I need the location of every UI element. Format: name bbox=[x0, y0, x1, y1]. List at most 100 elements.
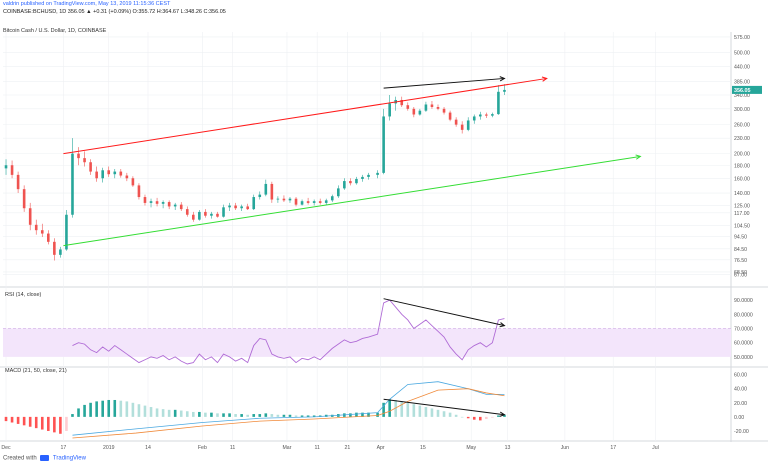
macd-histogram-bar bbox=[497, 415, 500, 417]
time-tick-label: 21 bbox=[344, 445, 350, 451]
price-tick-label: 117.00 bbox=[734, 211, 750, 217]
macd-histogram-bar bbox=[240, 414, 243, 417]
macd-histogram-bar bbox=[388, 399, 391, 417]
candle-body bbox=[143, 197, 147, 203]
macd-histogram-bar bbox=[173, 409, 177, 417]
macd-histogram-bar bbox=[143, 405, 147, 417]
macd-histogram-bar bbox=[179, 410, 183, 417]
tradingview-brand[interactable]: TradingView bbox=[52, 455, 86, 462]
candle-body bbox=[59, 249, 62, 255]
macd-histogram-bar bbox=[192, 411, 195, 417]
macd-histogram-bar bbox=[137, 404, 141, 417]
candle-body bbox=[258, 194, 262, 198]
price-tick-label: 200.00 bbox=[734, 152, 750, 158]
macd-tick-label: -20.00 bbox=[734, 429, 749, 435]
candle-body bbox=[53, 241, 56, 255]
rsi-pane[interactable] bbox=[3, 298, 731, 365]
candle-body bbox=[10, 165, 14, 175]
candle-body bbox=[324, 200, 328, 203]
time-tick-label: Jun bbox=[561, 445, 569, 451]
candle-body bbox=[125, 175, 129, 179]
candle-body bbox=[337, 188, 340, 197]
macd-histogram-bar bbox=[430, 408, 434, 417]
candle-body bbox=[318, 201, 322, 203]
candle-body bbox=[294, 198, 298, 205]
macd-histogram-bar bbox=[155, 408, 159, 417]
candle-body bbox=[264, 183, 268, 195]
candle-body bbox=[216, 213, 219, 217]
candle-body bbox=[131, 178, 135, 186]
time-tick-label: 17 bbox=[61, 445, 67, 451]
rsi-tick-label: 90.0000 bbox=[734, 298, 753, 304]
candle-body bbox=[71, 153, 74, 215]
price-tick-label: 300.00 bbox=[734, 107, 750, 113]
price-axis[interactable]: 575.00 500.00 440.00 385.00 340.00 300.00 260.… bbox=[732, 35, 762, 435]
rsi-line bbox=[72, 299, 505, 365]
rsi-tick-label: 60.0000 bbox=[734, 341, 753, 347]
macd-histogram-bar bbox=[216, 413, 219, 417]
time-tick-label: May bbox=[466, 445, 476, 451]
candle-body bbox=[300, 201, 304, 205]
macd-histogram-bar bbox=[222, 413, 225, 417]
macd-histogram-bar bbox=[312, 415, 316, 417]
price-pane[interactable] bbox=[4, 76, 642, 261]
candle-body bbox=[155, 201, 159, 204]
published-by-text: valdrin published on TradingView.com, Ma… bbox=[3, 1, 171, 7]
candle-body bbox=[28, 208, 32, 225]
macd-histogram-bar bbox=[40, 416, 44, 430]
macd-histogram-bar bbox=[276, 414, 280, 417]
macd-histogram-bar bbox=[460, 416, 464, 418]
macd-histogram-bar bbox=[71, 414, 74, 417]
price-tick-label: 67.00 bbox=[734, 272, 747, 278]
macd-histogram-bar bbox=[125, 401, 129, 417]
candle-body bbox=[4, 165, 8, 169]
candle-body bbox=[47, 233, 50, 242]
candle-body bbox=[101, 170, 104, 179]
rsi-divergence-arrow-head bbox=[499, 322, 506, 328]
time-tick-label: Jul bbox=[652, 445, 659, 451]
time-axis[interactable]: Dec 17 2019 14 Feb 11 Mar 11 21 Apr 15 May 13 Jun 17 Ju… bbox=[1, 445, 658, 451]
macd-histogram-bar bbox=[282, 414, 286, 417]
macd-histogram-bar bbox=[210, 412, 213, 417]
candle-body bbox=[503, 89, 506, 92]
symbol-name: Bitcoin Cash / U.S. Dollar, 1D, COINBASE bbox=[3, 28, 107, 34]
price-tick-label: 440.00 bbox=[734, 65, 750, 71]
red-trend-line bbox=[63, 77, 547, 155]
macd-histogram-bar bbox=[161, 409, 165, 417]
candle-body bbox=[448, 112, 452, 120]
candle-body bbox=[119, 171, 123, 176]
macd-histogram-bar bbox=[361, 412, 364, 417]
price-tick-label: 104.50 bbox=[734, 223, 750, 229]
macd-histogram-bar bbox=[228, 413, 231, 417]
time-tick-label: 14 bbox=[145, 445, 151, 451]
price-divergence-arrow-head bbox=[499, 76, 506, 82]
macd-histogram-bar bbox=[376, 412, 379, 417]
time-tick-label: 11 bbox=[314, 445, 319, 451]
candle-body bbox=[460, 124, 464, 130]
time-tick-label: 11 bbox=[230, 445, 235, 451]
rsi-tick-label: 70.0000 bbox=[734, 327, 753, 333]
macd-histogram-bar bbox=[252, 414, 256, 417]
candle-body bbox=[424, 104, 428, 111]
candle-body bbox=[270, 183, 274, 200]
candle-body bbox=[361, 176, 364, 179]
macd-histogram-bar bbox=[300, 415, 304, 417]
candle-body bbox=[376, 172, 379, 175]
macd-histogram-bar bbox=[288, 414, 292, 417]
price-tick-label: 500.00 bbox=[734, 50, 750, 56]
price-tick-label: 260.00 bbox=[734, 123, 750, 129]
candle-body bbox=[400, 99, 404, 106]
macd-histogram-bar bbox=[119, 400, 123, 417]
candle-body bbox=[198, 211, 201, 220]
candle-body bbox=[210, 213, 213, 216]
candle-body bbox=[185, 209, 189, 215]
macd-divergence-arrow bbox=[383, 398, 505, 416]
macd-histogram-bar bbox=[34, 416, 38, 429]
candle-body bbox=[89, 162, 92, 172]
candle-body bbox=[149, 201, 153, 203]
macd-histogram-bar bbox=[83, 404, 86, 417]
tradingview-logo-icon[interactable] bbox=[40, 455, 50, 461]
macd-pane[interactable] bbox=[4, 381, 506, 439]
macd-histogram-bar bbox=[436, 409, 440, 417]
